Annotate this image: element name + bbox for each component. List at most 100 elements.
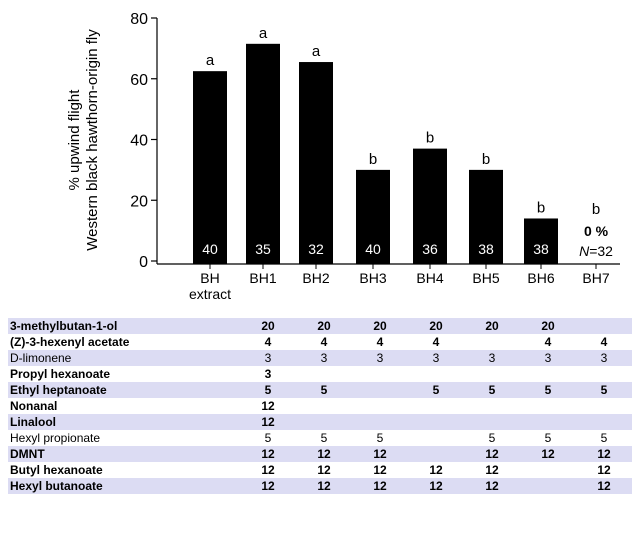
y-axis-titles: % upwind flight Western black hawthorn-o…: [66, 29, 101, 251]
compound-amount: [576, 414, 632, 430]
x-tick-label: BH4: [416, 270, 443, 286]
compound-amount: 5: [576, 382, 632, 398]
significance-letter: b: [369, 151, 377, 168]
compound-amount: 12: [597, 463, 611, 477]
compound-amount: [464, 398, 520, 414]
compound-amount: 12: [240, 414, 296, 430]
compound-name: Linalool: [8, 414, 240, 430]
bar: [524, 218, 558, 264]
bar-chart: % upwind flight Western black hawthorn-o…: [66, 11, 620, 302]
compound-amount: 12: [352, 478, 408, 494]
bar-n-label: 38: [478, 241, 494, 257]
compound-amount: [408, 398, 464, 414]
compound-amount: 12: [296, 478, 352, 494]
compound-amount: [576, 366, 632, 382]
compound-name: Ethyl heptanoate: [8, 382, 240, 398]
table-row: Hexyl butanoate 12 12 12 12 12 12: [8, 478, 632, 494]
compound-name: Nonanal: [10, 399, 58, 413]
y-axis-label-secondary: Western black hawthorn-origin fly: [84, 29, 101, 251]
table-row: Propyl hexanoate 3: [8, 366, 632, 382]
compound-amount: 5: [600, 431, 608, 445]
compound-amount: 12: [373, 463, 387, 477]
compound-amount: [464, 414, 520, 430]
table-row: Nonanal 12: [8, 398, 632, 414]
compound-amount: 5: [408, 382, 464, 398]
compound-amount: 3: [264, 367, 272, 381]
compound-amount: 4: [264, 335, 272, 349]
compound-amount: 3: [352, 350, 408, 366]
compound-amount: 3: [576, 350, 632, 366]
compound-amount: 3: [464, 350, 520, 366]
bar: [299, 62, 333, 265]
y-axis-label: % upwind flight: [66, 89, 83, 191]
table-row: 3-methylbutan-1-ol 20 20 20 20 20 20: [8, 318, 632, 334]
zero-percent-label: 0 %: [584, 223, 609, 239]
compound-amount: 12: [464, 446, 520, 462]
compound-name: Hexyl propionate: [10, 431, 101, 445]
compound-amount: [520, 366, 576, 382]
compound-name: Butyl hexanoate: [10, 463, 103, 477]
compound-amount: [408, 446, 464, 462]
compound-amount: 20: [240, 318, 296, 334]
x-axis: BH extract BH1 BH2 BH3 BH4 BH5 BH6 BH7: [157, 263, 620, 302]
compound-amount: 5: [520, 382, 576, 398]
compound-amount: 12: [429, 463, 443, 477]
significance-letter: b: [482, 151, 490, 168]
compound-amount: 5: [376, 431, 384, 445]
compound-amount: 12: [317, 463, 331, 477]
compound-amount: 20: [352, 318, 408, 334]
compound-amount: [352, 382, 408, 398]
y-tick-label: 40: [130, 133, 148, 150]
x-tick-label: BH3: [359, 270, 386, 286]
x-tick-label: BH2: [302, 270, 329, 286]
significance-letter: b: [537, 199, 545, 216]
compound-amount: 3: [408, 350, 464, 366]
bar-n-label: 40: [202, 241, 218, 257]
x-tick-label: BH7: [582, 270, 609, 286]
y-tick-label: 60: [130, 72, 148, 89]
compound-amount: [352, 414, 408, 430]
compound-amount: 5: [240, 382, 296, 398]
compound-amount: [576, 398, 632, 414]
compound-amount: 12: [240, 478, 296, 494]
compound-amount: [408, 366, 464, 382]
compound-amount: 4: [432, 335, 440, 349]
compound-amount: 5: [488, 431, 496, 445]
bar-n-label: 38: [533, 241, 549, 257]
y-tick-label: 20: [130, 193, 148, 210]
compound-amount: 5: [320, 431, 328, 445]
compound-amount: [520, 462, 576, 478]
x-tick-label: BH extract: [189, 270, 231, 302]
compound-name: D-limonene: [8, 350, 240, 366]
compound-amount: 3: [520, 350, 576, 366]
compound-name: 3-methylbutan-1-ol: [8, 318, 240, 334]
bar-n-label: 35: [255, 241, 271, 257]
compound-amount: [576, 318, 632, 334]
table-row: Linalool 12: [8, 414, 632, 430]
y-tick-label: 80: [130, 11, 148, 28]
compound-name: Propyl hexanoate: [10, 367, 111, 381]
y-tick-label: 0: [139, 254, 148, 271]
compound-amount: 4: [600, 335, 608, 349]
compound-amount: 4: [376, 335, 384, 349]
compound-amount: 12: [485, 463, 499, 477]
compound-amount: 20: [520, 318, 576, 334]
compound-amount: 12: [261, 463, 275, 477]
compound-amount: [408, 414, 464, 430]
compound-amount: 5: [264, 431, 272, 445]
x-tick-label: BH1: [249, 270, 276, 286]
bar-n-label: 40: [365, 241, 381, 257]
compound-table: 3-methylbutan-1-ol 20 20 20 20 20 20 (Z)-3-hexe…: [8, 318, 632, 494]
bars: 40 a 35 a 32 a 40 b 36 b 38 b 38 b b 0 % N=32: [193, 25, 613, 265]
compound-name: Hexyl butanoate: [8, 478, 240, 494]
compound-amount: [520, 478, 576, 494]
bar: [413, 148, 447, 264]
bar-n-label: 32: [308, 241, 324, 257]
x-tick-label: BH6: [527, 270, 554, 286]
bar: [356, 169, 390, 264]
compound-amount: 12: [576, 446, 632, 462]
compound-amount: 12: [261, 399, 275, 413]
sample-size-label: N=32: [579, 243, 613, 259]
compound-amount: [464, 334, 520, 350]
compound-amount: [296, 366, 352, 382]
